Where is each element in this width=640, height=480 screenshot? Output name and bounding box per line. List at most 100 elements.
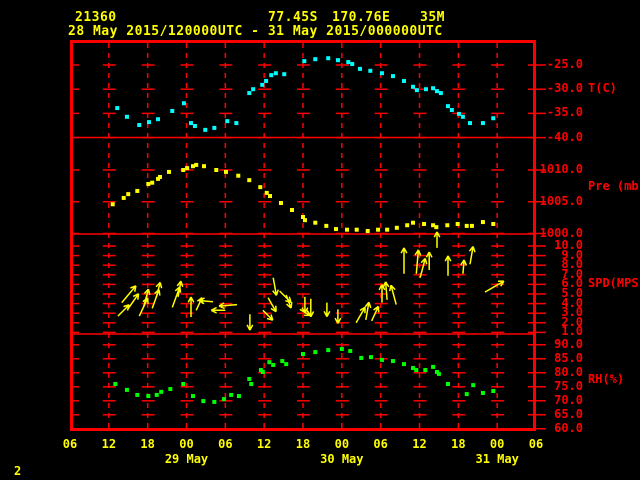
relative_humidity-point [260, 369, 265, 374]
temperature-point [401, 78, 406, 83]
pressure-point [190, 164, 195, 169]
day-label: 30 May [320, 452, 364, 466]
temperature-point [467, 121, 472, 126]
wind-arrow [210, 306, 226, 314]
temperature-axis-label: T(C) [588, 81, 617, 96]
y-tick-label: -35.0 [546, 105, 583, 120]
relative_humidity-point [284, 362, 289, 367]
relative_humidity-point [401, 362, 406, 367]
temperature-point [431, 86, 436, 91]
hour-label: 00 [334, 437, 350, 451]
temperature-point [282, 72, 287, 77]
wind-arrow [334, 309, 342, 324]
pressure-point [201, 164, 206, 169]
relative_humidity-point [414, 368, 419, 372]
pressure-point [313, 220, 318, 225]
hour-label: 12 [101, 437, 117, 451]
pressure-point [194, 162, 199, 167]
relative_humidity-point [168, 387, 173, 392]
temperature-point [491, 116, 496, 121]
y-tick-label: 80.0 [554, 364, 583, 379]
wind-arrow [272, 277, 279, 296]
pressure-point [302, 218, 307, 223]
wind-arrow [355, 306, 366, 324]
pressure-point [405, 223, 410, 228]
pressure-point [464, 223, 469, 228]
temperature-point [346, 60, 351, 65]
relative_humidity-point [313, 350, 318, 355]
wind-arrow [267, 297, 277, 313]
relative_humidity-point [339, 347, 344, 351]
temperature-point [456, 111, 461, 116]
relative_humidity-point [480, 390, 485, 395]
y-tick-label: 75.0 [554, 378, 583, 393]
relative_humidity-point [146, 394, 151, 399]
relative_humidity-point [280, 359, 285, 364]
y-tick-label: 1000.0 [539, 225, 583, 240]
relative_humidity-point [411, 366, 416, 371]
relative_humidity-point [423, 368, 428, 372]
pressure-point [181, 168, 186, 172]
y-tick-label: 70.0 [554, 392, 583, 407]
hour-label: 00 [179, 437, 194, 451]
hour-label: 06 [62, 437, 78, 451]
temperature-point [313, 57, 318, 62]
pressure-point [267, 194, 272, 199]
y-tick-label: 1010.0 [539, 162, 583, 176]
pressure-point [301, 214, 305, 219]
pressure-point [278, 201, 283, 206]
temperature-point [260, 82, 265, 87]
hour-label: 06 [218, 437, 233, 451]
temperature-point [434, 89, 439, 94]
wind-arrow [155, 281, 163, 298]
pressure-point [434, 225, 439, 230]
temperature-point [212, 125, 217, 130]
wind_speed-axis-label: SPD(MPS) [588, 276, 640, 291]
pressure-point [431, 223, 436, 228]
wind-arrow [187, 296, 195, 317]
hour-label: 18 [140, 437, 155, 451]
pressure-point [150, 180, 155, 185]
wind-arrow [364, 301, 372, 321]
wind-arrow [143, 288, 151, 307]
relative_humidity-point [436, 371, 441, 376]
wind-arrow [218, 302, 238, 310]
y-tick-label: 65.0 [554, 406, 583, 421]
y-tick-label: -40.0 [546, 129, 583, 144]
y-tick-label: 7.0 [561, 266, 583, 281]
relative_humidity-point [271, 362, 276, 367]
temperature-point [423, 87, 428, 92]
relative_humidity-point [181, 382, 186, 386]
pressure-point [236, 173, 241, 178]
temperature-point [326, 56, 331, 61]
hour-label: 12 [256, 437, 272, 451]
wind-arrow [484, 280, 505, 293]
y-tick-label: 90.0 [554, 336, 583, 351]
temperature-point [449, 108, 454, 113]
temperature-point [189, 121, 194, 126]
y-tick-label: 85.0 [554, 350, 583, 365]
temperature-point [203, 127, 208, 132]
y-tick-label: 3.0 [561, 305, 583, 320]
pressure-point [394, 225, 399, 230]
hour-label: 06 [373, 437, 388, 451]
wind-arrow [388, 284, 397, 305]
pressure-point [135, 188, 140, 193]
pressure-point [354, 227, 359, 232]
relative_humidity-point [390, 359, 395, 364]
wind-arrow [382, 281, 390, 300]
temperature-point [170, 108, 175, 113]
station-id: 21360 [75, 10, 117, 25]
wind-arrow [151, 289, 161, 309]
y-tick-label: 8.0 [561, 257, 583, 272]
temperature-point [269, 73, 274, 78]
station-latitude: 77.45S [268, 10, 318, 25]
temperature-point [247, 91, 252, 96]
day-label: 29 May [164, 452, 209, 466]
temperature-point [264, 78, 269, 83]
relative_humidity-axis-label: RH(%) [588, 372, 625, 387]
temperature-point [225, 119, 230, 124]
y-tick-label: 1.0 [561, 324, 583, 339]
pressure-point [455, 221, 460, 226]
